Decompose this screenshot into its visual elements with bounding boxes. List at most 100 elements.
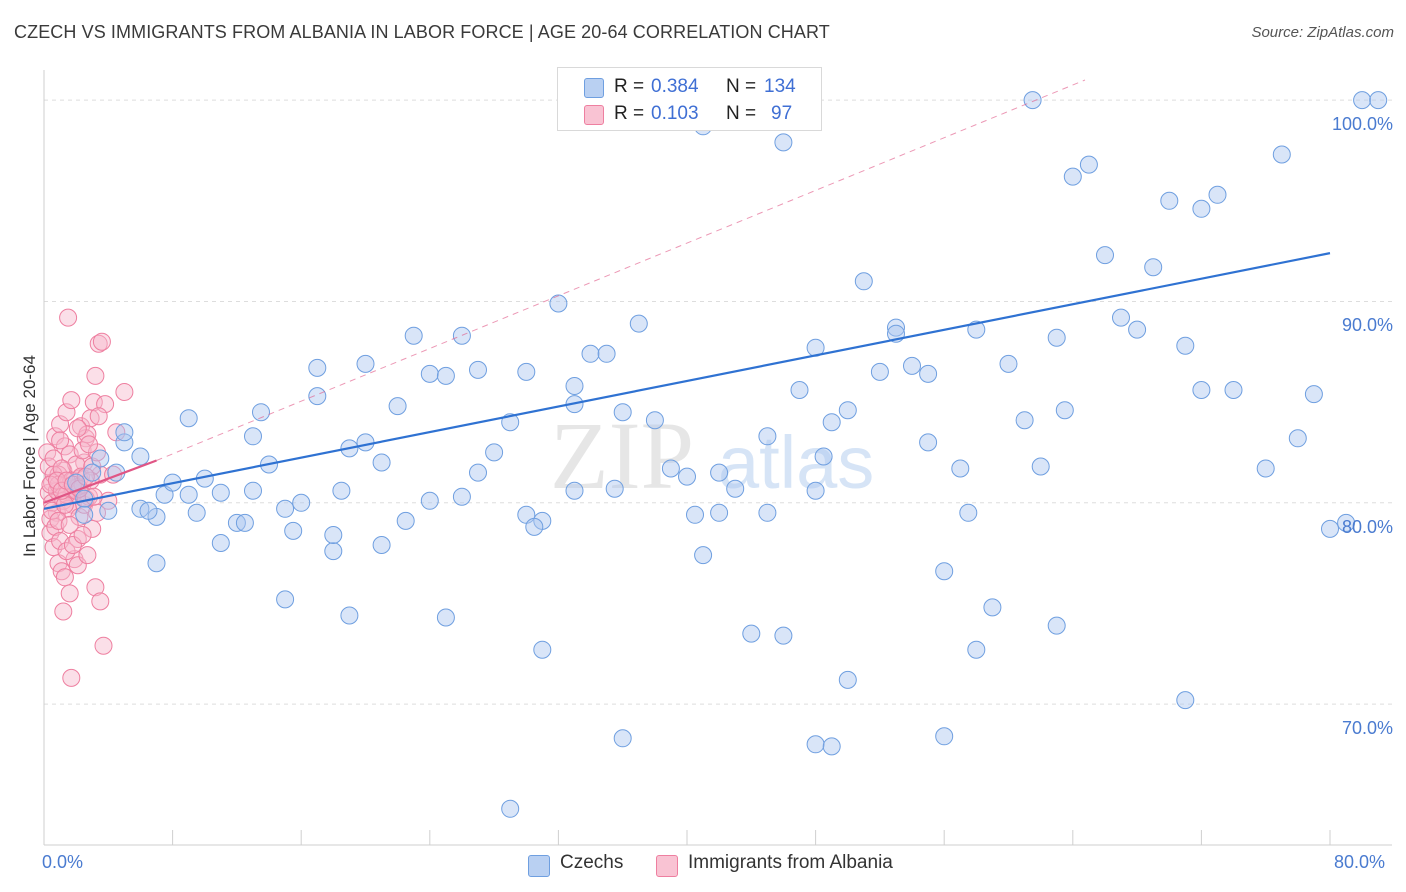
- czech-point: [115, 433, 134, 452]
- czech-point: [967, 640, 986, 659]
- czech-point: [999, 354, 1018, 373]
- czech-point: [726, 479, 745, 498]
- czech-point: [1015, 411, 1034, 430]
- czech-point: [83, 463, 102, 482]
- czech-point: [645, 411, 664, 430]
- czech-point: [1272, 145, 1291, 164]
- czech-point: [436, 366, 455, 385]
- czech-point: [919, 364, 938, 383]
- czech-point: [870, 362, 889, 381]
- albania-trend-extension: [156, 79, 1086, 461]
- y-tick-label: 70.0%: [1341, 718, 1393, 739]
- legend-box: R = 0.384 N = 134 R = 0.103 N = 97: [557, 67, 822, 131]
- czech-trend-line: [43, 252, 1331, 510]
- bottom-legend-swatch-albania: [656, 855, 678, 877]
- czech-point: [356, 354, 375, 373]
- legend-n-value: 97: [771, 103, 793, 124]
- czech-point: [774, 133, 793, 152]
- albania-point: [52, 459, 71, 478]
- czech-point: [211, 534, 230, 552]
- czech-point: [469, 360, 487, 379]
- czech-point: [147, 554, 166, 573]
- legend-n-value: 134: [764, 76, 796, 97]
- czech-point: [758, 427, 777, 446]
- czech-point: [822, 413, 841, 432]
- czech-point: [308, 387, 327, 406]
- czech-point: [1023, 91, 1042, 110]
- albania-point: [63, 536, 82, 554]
- czech-point: [1208, 185, 1227, 204]
- czech-point: [276, 499, 295, 518]
- czech-point: [324, 542, 343, 561]
- legend-row-albania: R = 0.103 N = 97: [558, 100, 821, 128]
- albania-point: [89, 334, 108, 353]
- czech-point: [420, 491, 439, 510]
- czech-point: [235, 513, 254, 532]
- axes: [43, 70, 1392, 846]
- czech-point: [469, 463, 487, 482]
- legend-r-value: 0.103: [651, 103, 699, 124]
- czech-point: [1224, 381, 1243, 399]
- czech-point: [790, 381, 809, 399]
- czech-point: [1192, 381, 1211, 399]
- czech-point: [139, 501, 158, 520]
- czech-point: [525, 517, 544, 536]
- albania-trend-line: [43, 459, 157, 504]
- czech-point: [549, 294, 568, 313]
- albania-point: [89, 407, 108, 426]
- czech-point: [1192, 199, 1211, 218]
- czech-point: [187, 503, 206, 522]
- czech-point: [517, 362, 536, 381]
- czech-point: [179, 485, 198, 504]
- albania-point: [60, 584, 79, 603]
- albania-point: [92, 332, 111, 351]
- czech-point: [903, 356, 921, 375]
- chart-title: CZECH VS IMMIGRANTS FROM ALBANIA IN LABO…: [14, 22, 830, 42]
- czech-point: [388, 397, 407, 416]
- albania-point: [91, 592, 110, 611]
- albania-point: [68, 419, 87, 438]
- czech-point: [1369, 91, 1388, 110]
- czech-point: [710, 463, 729, 482]
- czech-point: [605, 479, 624, 498]
- czech-point: [372, 453, 391, 472]
- czech-point: [436, 608, 455, 627]
- czech-point: [1288, 429, 1307, 448]
- czech-point: [1096, 246, 1114, 265]
- czech-point: [1063, 167, 1082, 186]
- czech-point: [814, 447, 833, 466]
- czech-point: [372, 536, 391, 554]
- czech-point: [694, 546, 713, 565]
- czech-point: [292, 493, 311, 512]
- czech-point: [1353, 91, 1372, 110]
- y-tick-label: 100.0%: [1331, 114, 1393, 135]
- czech-point: [1128, 320, 1147, 339]
- legend-n-label: N =: [726, 103, 757, 124]
- czech-point: [822, 737, 841, 756]
- czech-point: [452, 487, 471, 506]
- legend-n-label: N =: [726, 76, 757, 97]
- albania-point: [62, 391, 81, 410]
- bottom-legend-label-albania: Immigrants from Albania: [688, 852, 893, 873]
- czech-point: [959, 503, 978, 522]
- czech-point: [1337, 513, 1356, 532]
- czech-point: [678, 467, 696, 486]
- czech-point: [1112, 308, 1130, 327]
- x-tick-label-min: 0.0%: [42, 852, 84, 872]
- source-label: Source: ZipAtlas.com: [1251, 24, 1394, 41]
- albania-point: [80, 435, 98, 454]
- czech-point: [597, 344, 616, 363]
- czech-point: [1321, 519, 1339, 538]
- czech-point: [1055, 401, 1074, 420]
- czech-point: [244, 481, 262, 500]
- watermark-zip: ZIP: [550, 402, 694, 509]
- albania-point: [54, 602, 73, 621]
- albania-point: [51, 431, 70, 450]
- czech-point: [211, 483, 230, 502]
- czech-point: [629, 314, 648, 333]
- czech-point: [420, 364, 439, 383]
- czech-point: [252, 403, 270, 422]
- czech-point: [179, 409, 198, 428]
- czech-point: [710, 503, 729, 522]
